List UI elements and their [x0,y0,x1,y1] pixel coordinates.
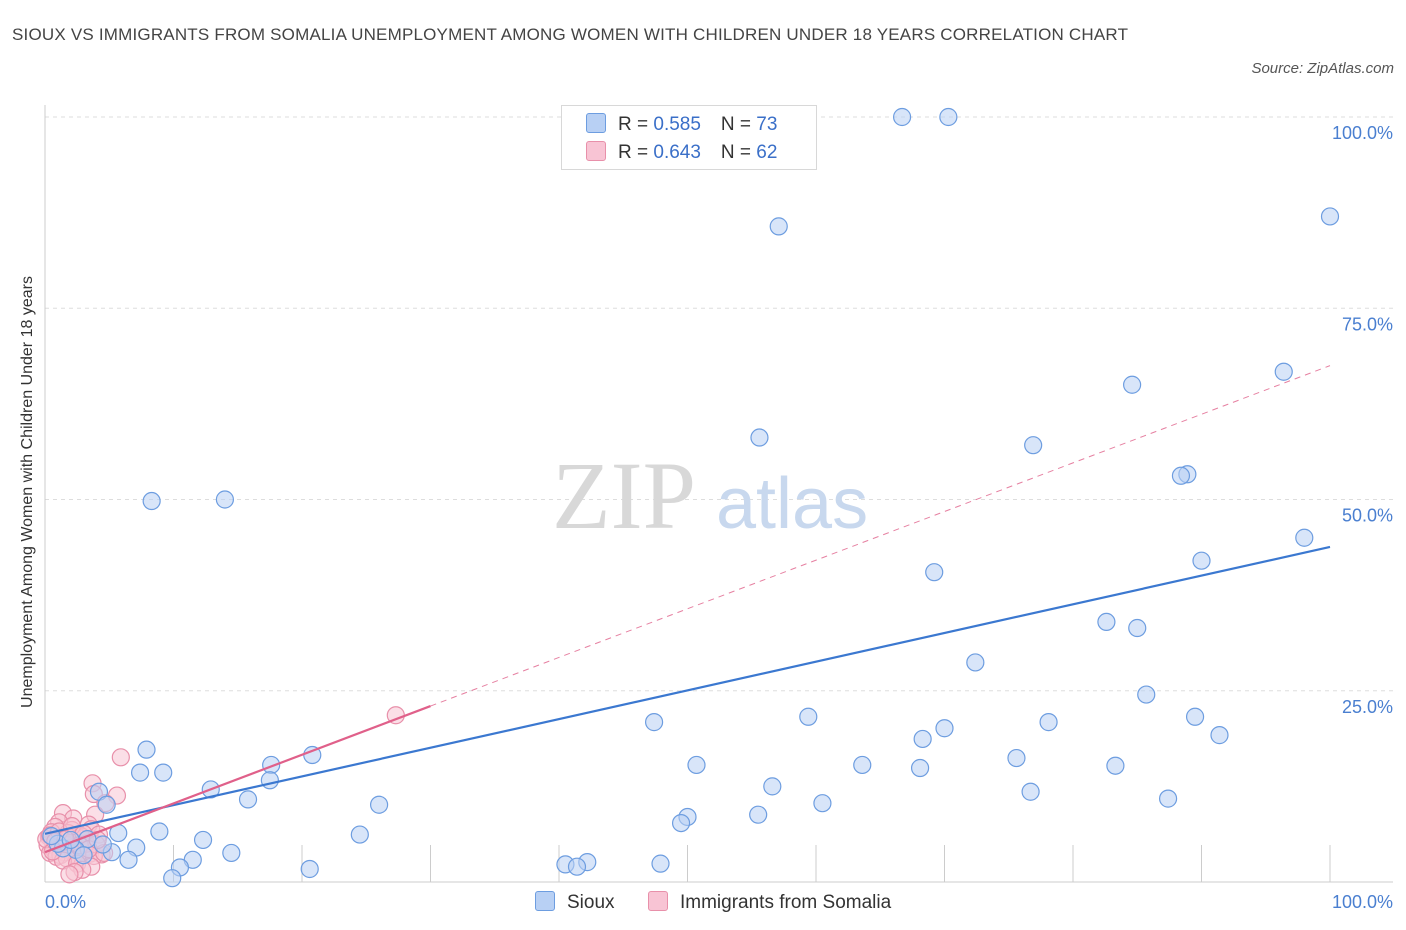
sioux-point [193,830,213,850]
sioux-point [1171,466,1191,485]
y-tick-labels: 25.0% 50.0% 75.0% 100.0% [1332,123,1393,717]
sioux-point [350,825,369,844]
sioux-point [1295,528,1314,547]
sioux-point [763,777,782,796]
x-tick-labels: 0.0% 100.0% [45,892,1393,912]
sioux-points [42,107,1340,888]
sioux-point [671,813,691,833]
sioux-point [799,707,818,726]
sioux-point [1123,375,1142,394]
sioux-point [1021,782,1040,801]
sioux-point [300,859,319,879]
sioux-point [130,763,150,782]
sioux-point [154,763,173,782]
sioux-point [137,740,156,759]
watermark: ZIP atlas [552,442,868,549]
sioux-point [1128,618,1147,638]
sioux-point [142,491,161,511]
legend-n-value-somalia: 62 [756,142,778,163]
sioux-point [97,795,116,814]
bottom-legend-label-sioux: Sioux [567,892,615,913]
sioux-point [215,490,234,509]
sioux-point [892,107,912,127]
bottom-legend-swatch-sioux [535,891,555,911]
sioux-point [93,835,112,854]
chart-title: SIOUX VS IMMIGRANTS FROM SOMALIA UNEMPLO… [12,25,1129,44]
sioux-point [74,846,93,865]
sioux-point [769,217,788,236]
x-tick-min: 0.0% [45,892,86,912]
sioux-point [1158,789,1178,808]
sioux-point [687,755,706,775]
y-tick-label: 25.0% [1342,697,1393,717]
sioux-point [644,713,664,732]
sioux-point [925,563,944,582]
sioux-point [1274,362,1293,381]
sioux-point [1192,551,1211,570]
sioux-point [749,805,768,824]
bottom-legend-label-somalia: Immigrants from Somalia [680,892,892,913]
watermark-zip: ZIP [552,442,696,549]
somalia-point [60,865,79,884]
sioux-point [238,790,258,809]
sioux-point [853,755,872,775]
y-tick-label: 100.0% [1332,123,1393,143]
somalia-trend-line [44,705,431,854]
sioux-point [913,729,932,749]
sioux-point [1137,685,1156,704]
sioux-point [567,857,587,876]
sioux-point [1106,756,1125,775]
sioux-point [222,843,241,863]
sioux-point [370,795,389,814]
sioux-point [119,850,138,869]
sioux-point [939,107,958,127]
sioux-point [150,822,169,841]
sioux-point [651,854,670,873]
legend-r-label: R = [618,142,654,163]
bottom-legend-swatch-somalia [648,891,668,911]
watermark-atlas: atlas [716,464,868,544]
legend-r-value-somalia: 0.643 [653,142,701,163]
trend-lines [44,365,1331,854]
sioux-point [966,653,985,672]
sioux-point [1007,748,1026,768]
sioux-point [1320,207,1340,226]
bottom-legend-sioux: Sioux [535,891,615,914]
bottom-legend-somalia: Immigrants from Somalia [648,891,891,914]
sioux-point [935,719,954,738]
sioux-point [910,758,930,778]
sioux-point [1210,726,1229,745]
sioux-point [1097,612,1116,632]
somalia-point [111,748,130,767]
sioux-point [260,771,279,790]
legend-r-value-sioux: 0.585 [653,114,701,135]
x-tick-max: 100.0% [1332,892,1393,912]
sioux-point [1024,436,1043,455]
y-tick-label: 75.0% [1342,314,1393,334]
sioux-point [163,869,182,888]
legend-r-label: R = [618,114,654,135]
legend-n-label: N = [720,142,757,163]
gridlines [45,116,1393,692]
sioux-point [1039,713,1058,732]
sioux-point [750,428,769,447]
sioux-trend-line [44,545,1331,835]
axes [44,105,1393,883]
y-tick-label: 50.0% [1342,506,1393,526]
sioux-point [813,794,832,813]
source-label: Source: ZipAtlas.com [1251,60,1394,77]
legend-swatch-somalia [586,141,606,161]
legend-row-sioux: R = 0.585 N = 73 [586,113,777,137]
legend-row-somalia: R = 0.643 N = 62 [586,141,777,165]
legend-n-label: N = [720,114,757,135]
sioux-point [1185,707,1205,726]
legend: R = 0.585 N = 73 R = 0.643 N = 62 [561,105,817,170]
legend-n-value-sioux: 73 [756,114,778,135]
legend-swatch-sioux [586,113,606,133]
